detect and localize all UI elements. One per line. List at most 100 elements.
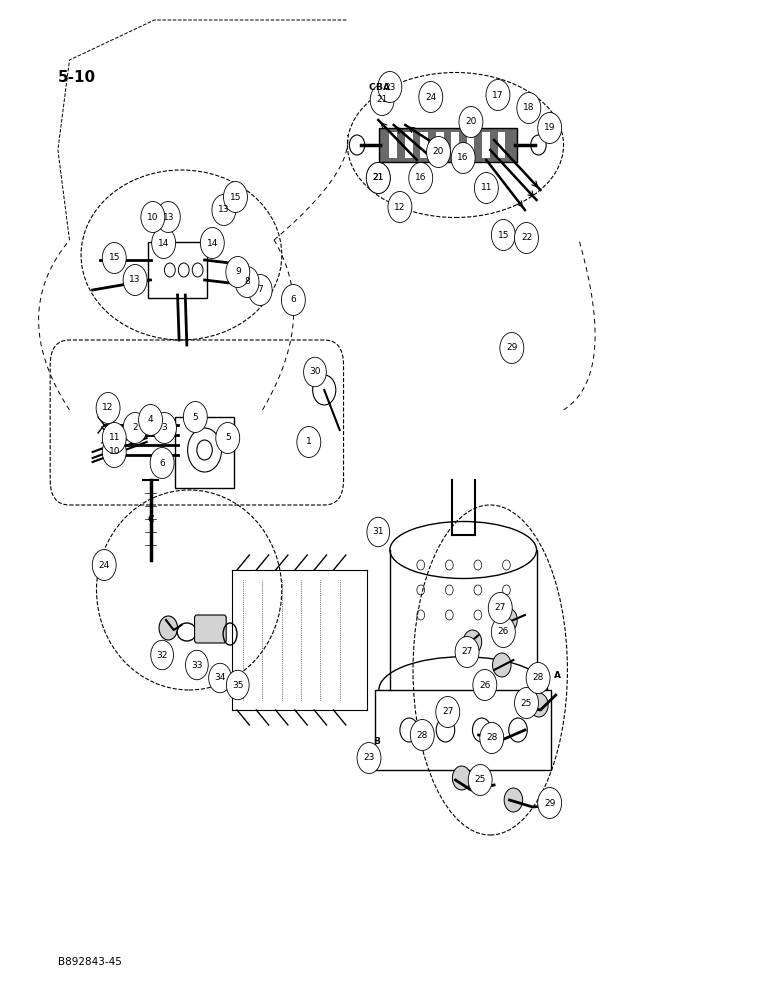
FancyBboxPatch shape (451, 132, 459, 158)
Circle shape (123, 412, 147, 444)
Circle shape (411, 720, 434, 750)
Circle shape (483, 723, 502, 747)
Circle shape (150, 448, 174, 479)
FancyBboxPatch shape (148, 242, 207, 298)
Text: 26: 26 (479, 680, 490, 690)
Circle shape (366, 162, 390, 194)
Text: 31: 31 (373, 528, 384, 536)
Circle shape (281, 284, 305, 316)
Text: 15: 15 (230, 192, 241, 202)
Text: 1: 1 (306, 438, 312, 446)
Text: 23: 23 (364, 754, 374, 762)
Text: 18: 18 (523, 104, 534, 112)
Circle shape (514, 688, 538, 718)
Circle shape (151, 640, 174, 670)
Text: 20: 20 (466, 117, 476, 126)
FancyBboxPatch shape (420, 132, 428, 158)
Text: 32: 32 (157, 650, 168, 660)
Circle shape (156, 202, 180, 232)
Text: 11: 11 (481, 184, 492, 192)
Text: 30: 30 (310, 367, 320, 376)
Text: 28: 28 (486, 734, 497, 742)
Circle shape (102, 436, 126, 468)
Circle shape (208, 663, 232, 693)
Text: 35: 35 (232, 680, 243, 690)
Text: 6: 6 (290, 296, 296, 304)
Circle shape (249, 274, 272, 306)
Circle shape (486, 80, 510, 110)
Text: 3: 3 (161, 424, 168, 432)
FancyBboxPatch shape (195, 615, 226, 643)
Circle shape (223, 182, 247, 213)
Circle shape (357, 742, 381, 774)
Text: 11: 11 (109, 434, 120, 442)
Text: 26: 26 (498, 628, 509, 637)
Text: 16: 16 (458, 153, 469, 162)
Circle shape (537, 788, 561, 818)
Text: 12: 12 (394, 202, 405, 212)
Circle shape (499, 608, 517, 632)
Circle shape (491, 616, 516, 648)
Text: 13: 13 (130, 275, 141, 284)
Circle shape (296, 426, 321, 458)
Text: 13: 13 (163, 213, 174, 222)
Text: 9: 9 (235, 267, 241, 276)
Text: 5-10: 5-10 (58, 70, 96, 85)
Text: 4: 4 (147, 416, 154, 424)
Circle shape (537, 112, 561, 143)
Circle shape (183, 401, 207, 432)
Text: 27: 27 (462, 648, 472, 656)
FancyBboxPatch shape (466, 132, 474, 158)
Circle shape (408, 162, 432, 194)
Text: 14: 14 (158, 238, 169, 247)
Text: 20: 20 (433, 147, 444, 156)
Circle shape (435, 696, 459, 728)
Text: 12: 12 (103, 403, 113, 412)
Circle shape (479, 722, 503, 754)
Text: 15: 15 (109, 253, 120, 262)
Text: 19: 19 (544, 123, 555, 132)
Circle shape (472, 670, 497, 700)
Circle shape (235, 266, 259, 298)
Circle shape (102, 242, 126, 273)
Circle shape (141, 202, 165, 232)
Circle shape (474, 172, 499, 204)
Circle shape (366, 162, 390, 194)
Circle shape (123, 264, 147, 296)
Circle shape (530, 693, 548, 717)
Circle shape (152, 412, 176, 444)
Text: B892843-45: B892843-45 (58, 957, 122, 967)
Text: 23: 23 (384, 83, 395, 92)
Text: 10: 10 (109, 448, 120, 456)
Text: 29: 29 (506, 344, 517, 353)
Circle shape (452, 766, 471, 790)
Text: A: A (554, 670, 561, 680)
Text: 14: 14 (207, 238, 218, 247)
Text: 34: 34 (215, 674, 225, 682)
Circle shape (151, 228, 175, 258)
FancyBboxPatch shape (375, 690, 551, 770)
Circle shape (139, 404, 163, 436)
Text: C: C (369, 84, 375, 93)
Text: 24: 24 (425, 93, 436, 102)
Circle shape (468, 764, 493, 796)
Ellipse shape (379, 657, 547, 723)
Text: C: C (147, 516, 154, 524)
Circle shape (426, 136, 450, 167)
Text: 6: 6 (159, 458, 165, 468)
Circle shape (526, 662, 550, 694)
Text: 25: 25 (475, 776, 486, 784)
Circle shape (504, 788, 523, 812)
Text: 2: 2 (132, 424, 138, 432)
Circle shape (459, 106, 483, 137)
Circle shape (491, 220, 516, 250)
Text: 5: 5 (225, 434, 231, 442)
FancyBboxPatch shape (389, 132, 397, 158)
Text: 21: 21 (377, 96, 388, 104)
Text: 22: 22 (521, 233, 532, 242)
Circle shape (499, 332, 523, 363)
Circle shape (215, 422, 239, 454)
Text: 24: 24 (99, 560, 110, 570)
Circle shape (514, 223, 538, 253)
Text: A: A (382, 84, 390, 93)
